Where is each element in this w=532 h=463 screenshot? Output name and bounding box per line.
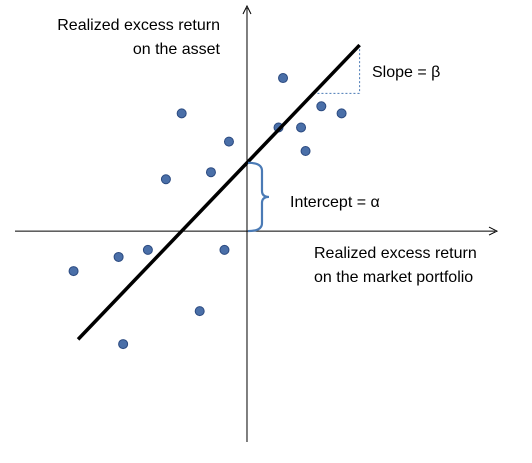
y-axis-label-line-2: on the asset <box>133 41 221 58</box>
intercept-brace-group <box>247 161 270 233</box>
intercept-brace <box>247 161 270 233</box>
data-point-10 <box>223 136 234 147</box>
regression-line-group <box>76 43 361 341</box>
data-point-3 <box>142 244 153 255</box>
data-point-16 <box>336 108 347 119</box>
data-point-8 <box>194 306 205 317</box>
intercept-label: Intercept = α <box>290 194 380 211</box>
data-point-15 <box>316 101 327 112</box>
data-point-4 <box>160 174 171 185</box>
data-point-6 <box>176 108 187 119</box>
regression-line <box>76 43 361 341</box>
slope-guide <box>313 45 361 94</box>
x-axis-arrowhead <box>488 226 499 236</box>
slope-label: Slope = β <box>372 64 440 81</box>
data-point-5 <box>118 339 129 350</box>
data-point-1 <box>68 266 79 277</box>
y-axis-label-line-1: Realized excess return <box>57 17 220 34</box>
data-point-14 <box>300 146 311 157</box>
x-axis-label-line-1: Realized excess return <box>314 245 477 262</box>
y-axis-arrowhead <box>242 4 252 15</box>
data-point-13 <box>296 122 307 133</box>
data-point-7 <box>205 167 216 178</box>
x-axis-label-line-2: on the market portfolio <box>314 269 473 286</box>
data-point-11 <box>278 73 289 84</box>
data-point-2 <box>113 251 124 262</box>
data-point-9 <box>219 244 230 255</box>
